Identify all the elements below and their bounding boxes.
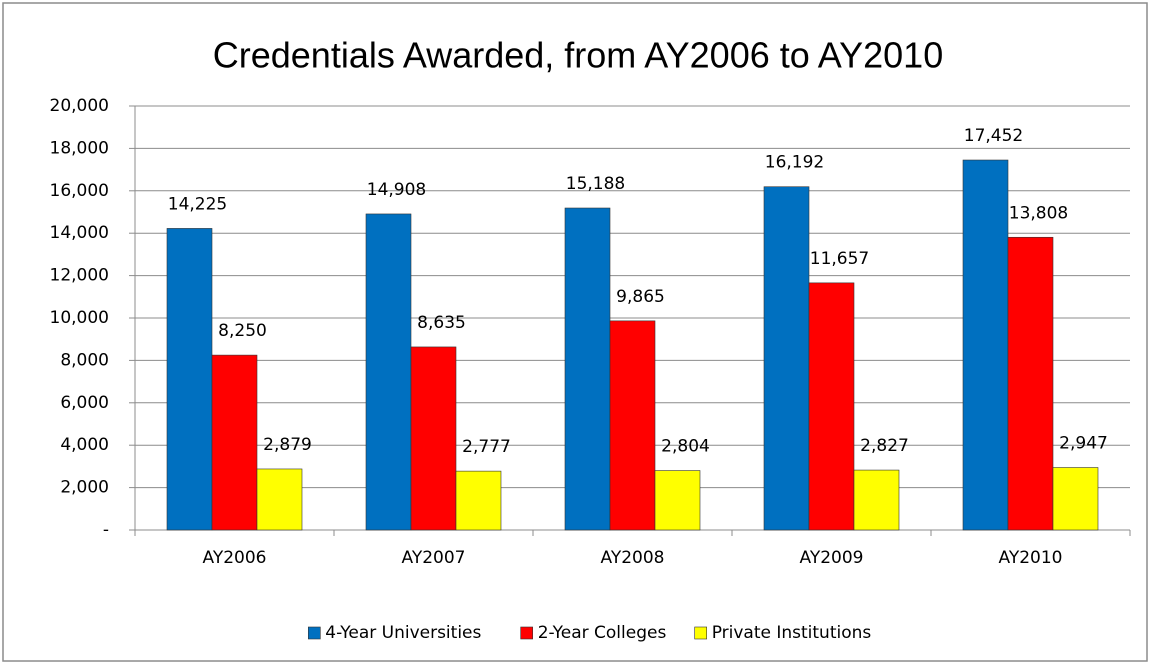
y-tick-label: 4,000 — [60, 435, 109, 455]
bar — [410, 346, 457, 531]
bar — [853, 469, 900, 531]
data-label: 8,250 — [218, 321, 267, 341]
data-label: 16,192 — [765, 153, 824, 173]
y-tick-label: 8,000 — [60, 350, 109, 370]
x-tick-label: AY2010 — [999, 548, 1063, 568]
legend-label: Private Institutions — [712, 623, 872, 643]
y-tick-label: 18,000 — [50, 138, 109, 158]
legend-swatch — [307, 626, 321, 640]
data-label: 15,188 — [566, 174, 625, 194]
y-tick-label: 20,000 — [50, 96, 109, 116]
x-tick-label: AY2007 — [402, 548, 466, 568]
bar — [808, 282, 855, 531]
data-label: 2,879 — [263, 435, 312, 455]
legend-swatch — [694, 626, 708, 640]
bar — [455, 470, 502, 531]
legend-label: 2-Year Colleges — [538, 623, 667, 643]
y-tick-label: 10,000 — [50, 308, 109, 328]
bar — [564, 207, 611, 531]
legend-swatch — [520, 626, 534, 640]
data-label: 2,947 — [1059, 434, 1108, 454]
y-tick-label: 6,000 — [60, 393, 109, 413]
bar — [1052, 467, 1099, 531]
data-label: 11,657 — [810, 249, 869, 269]
data-label: 17,452 — [964, 126, 1023, 146]
bar — [763, 186, 810, 531]
data-label: 14,908 — [367, 180, 426, 200]
data-label: 8,635 — [417, 313, 466, 333]
y-tick-label: 2,000 — [60, 478, 109, 498]
bar — [962, 159, 1009, 531]
data-label: 2,827 — [860, 436, 909, 456]
bar — [256, 468, 303, 531]
bar — [365, 213, 412, 531]
x-tick-label: AY2006 — [203, 548, 267, 568]
y-tick-label: 12,000 — [50, 266, 109, 286]
legend-label: 4-Year Universities — [325, 623, 481, 643]
data-label: 13,808 — [1009, 203, 1068, 223]
bar — [211, 354, 258, 531]
bar — [609, 320, 656, 531]
data-label: 2,777 — [462, 437, 511, 457]
bar — [654, 470, 701, 531]
bar — [1007, 236, 1054, 531]
data-label: 14,225 — [168, 194, 227, 214]
x-tick-label: AY2008 — [601, 548, 665, 568]
bar — [166, 228, 213, 531]
x-tick-label: AY2009 — [800, 548, 864, 568]
data-label: 2,804 — [661, 437, 710, 457]
y-tick-label: - — [103, 520, 109, 540]
y-tick-label: 14,000 — [50, 223, 109, 243]
y-tick-label: 16,000 — [50, 181, 109, 201]
data-label: 9,865 — [616, 287, 665, 307]
chart-title: Credentials Awarded, from AY2006 to AY20… — [213, 35, 943, 76]
